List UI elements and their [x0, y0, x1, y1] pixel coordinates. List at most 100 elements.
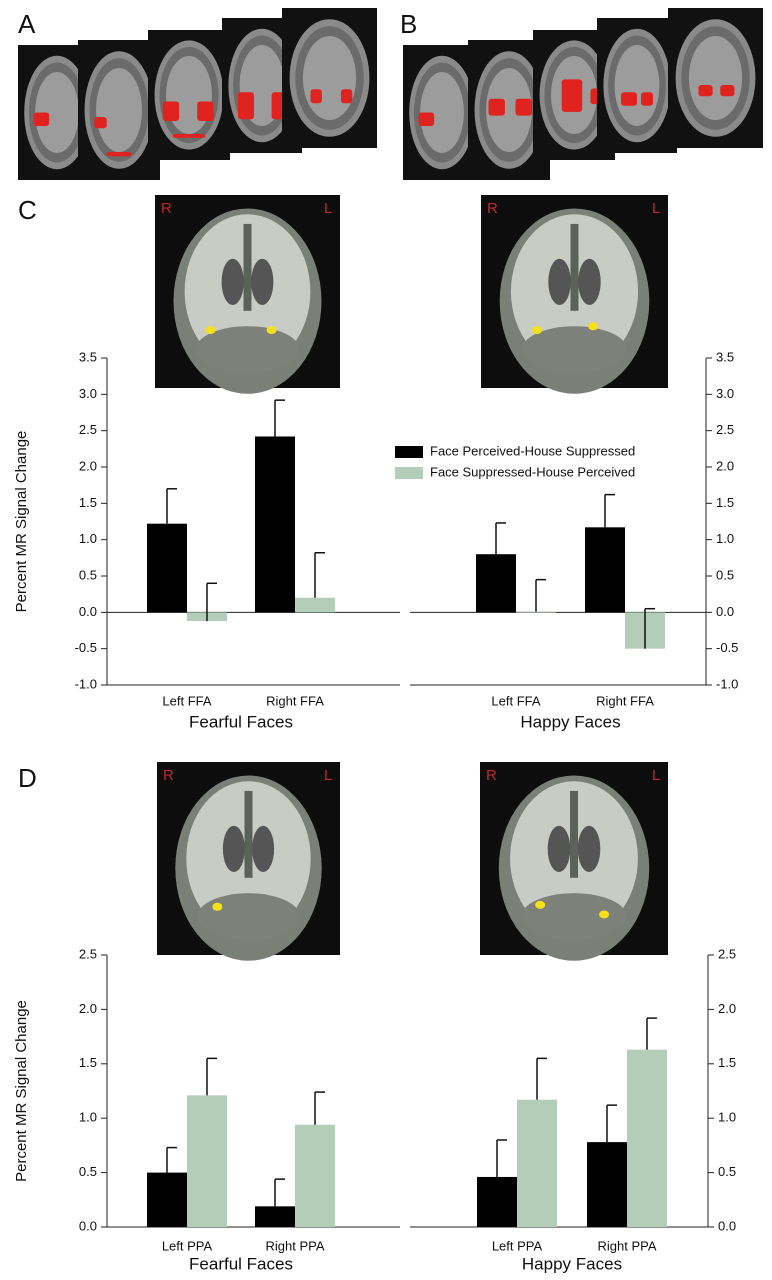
ventricle: [221, 258, 244, 306]
orientation-label: R: [487, 200, 498, 217]
orientation-label: L: [652, 767, 660, 784]
activation: [212, 902, 223, 911]
ventricle: [577, 825, 601, 873]
legend-swatch: [395, 467, 423, 479]
brain-matter: [96, 68, 142, 152]
activation: [532, 326, 543, 335]
y-tick-label: 1.5: [79, 1055, 97, 1070]
orientation-label: R: [161, 200, 172, 217]
activation: [310, 89, 322, 104]
bar: [516, 611, 556, 613]
orientation-label: R: [486, 767, 497, 784]
cerebellum: [195, 326, 300, 373]
brain-matter: [35, 72, 79, 153]
x-axis-label: Fearful Faces: [189, 712, 293, 731]
bar: [477, 1176, 517, 1227]
y-tick-label: 0.0: [79, 1218, 97, 1233]
x-tick-label: Right FFA: [266, 693, 324, 708]
activation: [418, 112, 435, 126]
legend-label: Face Suppressed-House Perceived: [430, 464, 635, 479]
y-tick-label: 2.0: [79, 458, 97, 473]
y-tick-label: 2.0: [79, 1001, 97, 1016]
activation: [172, 134, 206, 138]
y-tick-label: 1.0: [79, 1110, 97, 1125]
ventricle: [222, 825, 245, 873]
y-tick-label: 0.5: [79, 1164, 97, 1179]
bar: [627, 1049, 667, 1227]
y-tick-label: 1.5: [79, 495, 97, 510]
activation: [515, 98, 532, 116]
ventricle: [251, 258, 274, 306]
brain-matter: [166, 56, 212, 134]
bar: [517, 1099, 557, 1227]
y-tick-label: 1.0: [79, 531, 97, 546]
y-tick-label: 2.5: [716, 422, 734, 437]
legend-swatch: [395, 446, 423, 458]
panel-label: C: [18, 195, 37, 225]
activation: [590, 88, 599, 105]
y-tick-label: -0.5: [75, 640, 97, 655]
activation: [266, 326, 277, 335]
activation: [33, 112, 50, 126]
panel-label: D: [18, 763, 37, 793]
activation: [535, 900, 546, 909]
y-axis-label: Percent MR Signal Change: [13, 1000, 30, 1182]
cerebellum: [197, 893, 300, 940]
bar: [295, 597, 335, 613]
y-tick-label: 3.5: [79, 349, 97, 364]
y-tick-label: 3.0: [716, 386, 734, 401]
x-tick-label: Right PPA: [597, 1238, 656, 1253]
ventricle: [548, 258, 571, 306]
brain-matter: [614, 45, 660, 126]
activation: [94, 117, 107, 129]
brain-matter: [486, 68, 532, 152]
orientation-label: L: [652, 200, 660, 217]
midline: [570, 223, 579, 311]
x-axis-label: Happy Faces: [522, 1254, 622, 1273]
activation: [561, 79, 583, 112]
y-tick-label: 3.5: [716, 349, 734, 364]
y-tick-label: 0.5: [718, 1164, 736, 1179]
bar: [255, 436, 295, 613]
y-tick-label: 0.5: [79, 567, 97, 582]
bar: [295, 1124, 335, 1227]
y-tick-label: 2.0: [718, 1001, 736, 1016]
legend-label: Face Perceived-House Suppressed: [430, 443, 635, 458]
x-tick-label: Right PPA: [265, 1238, 324, 1253]
y-tick-label: 2.5: [79, 946, 97, 961]
activation: [106, 152, 132, 157]
x-tick-label: Left FFA: [162, 693, 211, 708]
y-tick-label: 2.5: [718, 946, 736, 961]
bar: [476, 554, 516, 613]
activation: [599, 910, 610, 919]
activation: [205, 326, 216, 335]
y-tick-label: -1.0: [75, 676, 97, 691]
activation: [162, 101, 180, 121]
y-tick-label: 1.0: [718, 1110, 736, 1125]
ventricle: [252, 825, 275, 873]
x-tick-label: Left FFA: [491, 693, 540, 708]
y-tick-label: 1.5: [716, 495, 734, 510]
y-tick-label: 1.0: [716, 531, 734, 546]
x-axis-label: Fearful Faces: [189, 1254, 293, 1273]
ventricle: [578, 258, 601, 306]
activation: [720, 85, 735, 97]
bar: [585, 527, 625, 613]
activation: [698, 85, 713, 97]
x-axis-label: Happy Faces: [520, 712, 620, 731]
bar: [587, 1142, 627, 1227]
brain-images: R L R L R L R L: [18, 8, 763, 961]
cerebellum: [522, 326, 627, 373]
panel-label: B: [400, 9, 417, 39]
orientation-label: R: [163, 767, 174, 784]
bar: [147, 1172, 187, 1227]
activation: [340, 89, 353, 104]
bar: [147, 523, 187, 613]
activation: [238, 92, 254, 120]
y-tick-label: 0.0: [718, 1218, 736, 1233]
cerebellum: [521, 893, 627, 940]
activation: [197, 101, 214, 121]
midline: [243, 223, 252, 311]
y-tick-label: -0.5: [716, 640, 738, 655]
y-tick-label: 0.0: [716, 604, 734, 619]
